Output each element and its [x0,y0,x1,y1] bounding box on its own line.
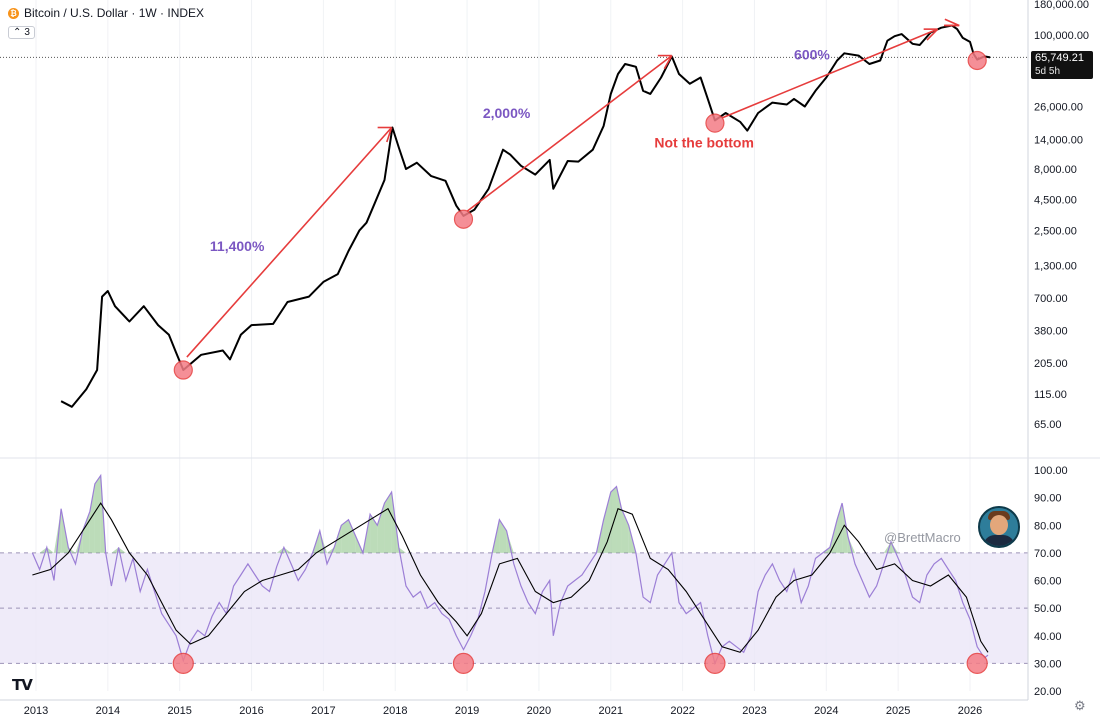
author-handle: @BrettMacro [884,530,961,545]
rsi-overbought-fill [341,519,349,553]
rsi-line [31,473,989,666]
tradingview-logo-icon[interactable]: TV [12,676,33,694]
trend-arrow-head [663,55,673,70]
indicators-toggle[interactable]: ⌃ 3 [8,26,35,39]
bar-countdown: 5d 5h [1035,66,1061,77]
time-axis-label: 2023 [742,705,766,717]
rsi-axis-label: 60.00 [1034,576,1062,588]
price-axis-label: 14,000.00 [1034,134,1083,146]
price-line [60,24,991,408]
price-axis-label: 205.00 [1034,358,1068,370]
time-axis-label: 2015 [167,705,191,717]
price-axis-label: 8,000.00 [1034,164,1077,176]
rsi-bottom-circle [452,652,475,674]
rsi-overbought-fill [118,547,126,553]
annotation-label: 2,000% [483,105,531,121]
trend-arrow-line [186,126,393,358]
time-axis-label: 2018 [383,705,407,717]
rsi-axis-label: 70.00 [1034,548,1062,560]
price-axis-label: 1,300.00 [1034,260,1077,272]
rsi-overbought-fill [398,547,407,553]
trend-arrow-line [466,54,673,212]
rsi-bottom-circle [172,652,194,674]
price-axis-label: 700.00 [1034,293,1068,305]
rsi-overbought-fill [89,483,95,553]
time-axis-label: 2022 [670,705,694,717]
annotation-label: Not the bottom [654,134,754,150]
trend-arrow-head [926,28,939,41]
rsi-overbought-fill [348,519,356,553]
rsi-overbought-fill [610,486,617,553]
rsi-overbought-fill [82,511,90,553]
rsi-overbought-fill [53,508,62,553]
price-bottom-circle [173,360,193,380]
rsi-overbought-fill [847,536,856,553]
price-bottom-circle [705,113,725,133]
rsi-bottom-circle [966,652,988,674]
author-avatar [978,506,1020,548]
time-axis-label: 2016 [239,705,263,717]
rsi-overbought-fill [377,503,385,553]
rsi-overbought-fill [370,514,378,553]
time-axis-label: 2024 [814,705,838,717]
price-bottom-circle [967,50,987,71]
rsi-bottom-circle [704,652,726,674]
rsi-overbought-fill [842,503,848,553]
annotation-label: 11,400% [210,238,265,254]
last-price-value: 65,749.21 [1035,52,1084,64]
price-panel: 11,400% 2,000% Not the bottom 600% [0,18,1028,408]
time-axis-label: 2013 [24,705,48,717]
time-axis-label: 2021 [599,705,623,717]
time-axis-label: 2026 [958,705,982,717]
chart-header[interactable]: ₿ Bitcoin / U.S. Dollar · 1W · INDEX [8,6,204,20]
rsi-axis-label: 20.00 [1034,686,1062,698]
price-axis-label: 4,500.00 [1034,194,1077,206]
price-axis-label: 115.00 [1034,389,1067,401]
rsi-moving-average-line [32,502,989,653]
price-axis-label: 380.00 [1034,325,1068,337]
annotation-label: 600% [794,47,830,63]
chevron-up-icon: ⌃ [13,27,22,38]
trend-arrow-head [386,127,393,143]
rsi-overbought-fill [46,547,54,553]
rsi-panel [31,473,989,674]
rsi-overbought-fill [94,475,101,553]
time-axis-label: 2025 [886,705,910,717]
price-axis-label: 100,000.00 [1034,30,1089,42]
price-axis-label: 2,500.00 [1034,226,1077,238]
time-axis-label: 2019 [455,705,479,717]
rsi-axis-label: 90.00 [1034,493,1062,505]
price-bottom-circle [453,209,474,229]
rsi-axis-label: 100.00 [1034,465,1068,477]
rsi-axis-label: 50.00 [1034,603,1062,615]
price-axis-label: 65.00 [1034,419,1062,431]
rsi-axis-label: 30.00 [1034,658,1062,670]
rsi-overbought-fill [883,541,891,553]
rsi-axis-label: 40.00 [1034,631,1062,643]
trend-arrow-line [944,18,960,27]
symbol-title: Bitcoin / U.S. Dollar · 1W · INDEX [24,6,205,20]
rsi-overbought-fill [621,508,629,553]
rsi-overbought-fill [499,519,507,553]
time-axis-label: 2017 [311,705,335,717]
price-axis-label: 180,000.00 [1034,0,1089,11]
indicator-count: 3 [24,27,30,38]
rsi-overbought-fill [603,492,611,553]
rsi-overbought-fill [111,547,119,553]
gear-icon[interactable]: ⚙ [1074,698,1086,713]
time-axis-label: 2020 [527,705,551,717]
rsi-axis-label: 80.00 [1034,520,1062,532]
rsi-band [0,475,1028,664]
rsi-overbought-fill [384,492,392,553]
last-price-tag: 65,749.21 5d 5h [1031,51,1093,79]
time-axis-label: 2014 [96,705,120,717]
price-axis-label: 26,000.00 [1034,102,1083,114]
trend-arrow-line [721,28,938,119]
bitcoin-icon: ₿ [8,7,19,19]
